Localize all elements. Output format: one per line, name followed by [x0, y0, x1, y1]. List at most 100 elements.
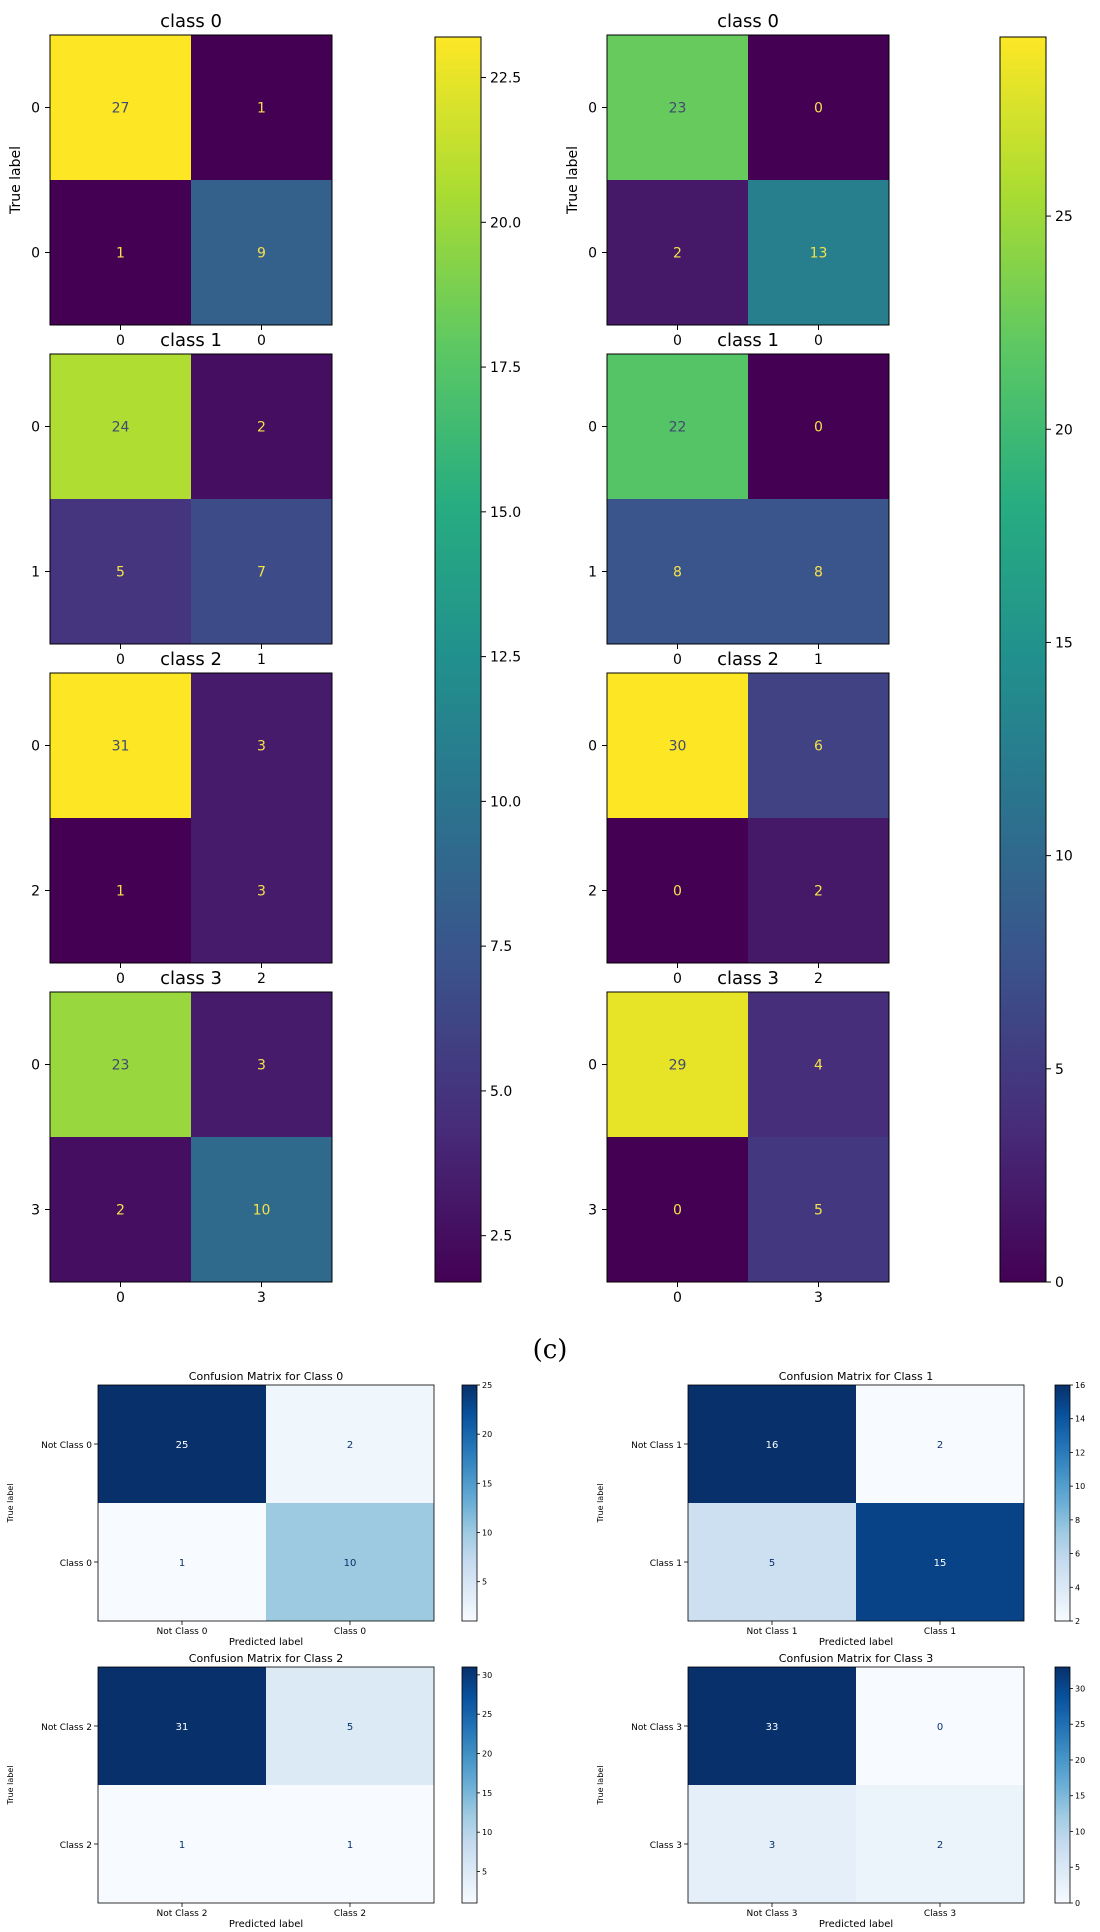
b-m0-value-r1c0: 2 — [673, 246, 682, 262]
c-m1-value-r1c1: 15 — [934, 1558, 947, 1569]
c-m1-cell-r0c1 — [856, 1385, 1024, 1503]
b-m1-frame — [606, 353, 890, 645]
a-m3-xtick-label-1: 3 — [257, 1290, 266, 1306]
a-colorbar-label-3: 15.0 — [490, 505, 521, 521]
c-m3-frame — [687, 1666, 1025, 1904]
a-m1-cell-r1c1 — [191, 499, 332, 644]
a-m3-value-r0c1: 3 — [257, 1058, 266, 1074]
b-colorbar — [999, 36, 1047, 1283]
b-colorbar-label-5: 0 — [1055, 1275, 1064, 1291]
c-m1-colorbar-label-2: 12 — [1075, 1448, 1085, 1457]
a-m0-ytick-label-0: 0 — [31, 101, 40, 117]
a-m1-xtick-label-0: 0 — [116, 652, 125, 668]
c-m3-cell-r1c1 — [856, 1785, 1024, 1903]
c-m3-ytick-label-1: Class 3 — [650, 1841, 682, 1851]
b-colorbar-label-3: 10 — [1055, 849, 1073, 865]
b-m2-cell-r1c1 — [748, 818, 889, 963]
a-m0-ytick-label-1: 0 — [31, 246, 40, 262]
b-m2-cell-r0c0 — [607, 673, 748, 818]
b-m1-value-r1c1: 8 — [814, 565, 823, 581]
a-m3-ytick-label-1: 3 — [31, 1203, 40, 1219]
b-m0-value-r0c1: 0 — [814, 101, 823, 117]
b-m2-ytick-label-1: 2 — [588, 884, 597, 900]
a-m2-ytick-label-1: 2 — [31, 884, 40, 900]
c-m1-cell-r0c0 — [688, 1385, 856, 1503]
a-colorbar-label-0: 22.5 — [490, 71, 521, 87]
b-m1-ytick-label-0: 0 — [588, 420, 597, 436]
b-m3-value-r0c0: 29 — [669, 1058, 687, 1074]
b-m1-ytick-label-1: 1 — [588, 565, 597, 581]
a-colorbar-label-7: 5.0 — [490, 1084, 512, 1100]
c-m2-frame — [97, 1666, 435, 1904]
c-m1-ytick-label-0: Not Class 1 — [631, 1441, 682, 1451]
c-m0-ytick-label-0: Not Class 0 — [41, 1441, 92, 1451]
c-m2-cell-r1c1 — [266, 1785, 434, 1903]
c-m2-cell-r1c0 — [98, 1785, 266, 1903]
b-m1-value-r0c1: 0 — [814, 420, 823, 436]
b-m0-xtick-label-1: 0 — [814, 333, 823, 349]
a-m2-value-r1c0: 1 — [116, 884, 125, 900]
b-m1-cell-r1c0 — [607, 499, 748, 644]
b-m3-ytick-label-0: 0 — [588, 1058, 597, 1074]
c-m1-ylabel: True label — [596, 1484, 605, 1524]
b-m3-xtick-label-0: 0 — [673, 1290, 682, 1306]
c-m2-value-r0c0: 31 — [176, 1722, 189, 1733]
c-m2-xtick-label-0: Not Class 2 — [157, 1909, 208, 1919]
c-m2-colorbar-label-2: 20 — [482, 1750, 492, 1759]
a-m1-ytick-label-0: 0 — [31, 420, 40, 436]
b-m0-cell-r1c0 — [607, 180, 748, 325]
b-m3-cell-r1c1 — [748, 1137, 889, 1282]
b-m3-cell-r0c1 — [748, 992, 889, 1137]
c-m3-xtick-label-1: Class 3 — [924, 1909, 956, 1919]
b-m0-value-r1c1: 13 — [810, 246, 828, 262]
c-m2-value-r1c1: 1 — [347, 1840, 353, 1851]
c-m3-ytick-label-0: Not Class 3 — [631, 1723, 682, 1733]
c-m3-colorbar-label-4: 10 — [1075, 1827, 1085, 1836]
c-m3-value-r0c1: 0 — [937, 1722, 943, 1733]
b-m1-value-r1c0: 8 — [673, 565, 682, 581]
c-m0-colorbar-label-4: 5 — [482, 1578, 487, 1587]
c-m3-colorbar-label-6: 0 — [1075, 1899, 1080, 1908]
a-m3-title: class 3 — [160, 968, 222, 989]
a-colorbar-label-5: 10.0 — [490, 794, 521, 810]
a-m2-ytick-label-0: 0 — [31, 739, 40, 755]
c-m2-value-r1c0: 1 — [179, 1840, 185, 1851]
a-m3-ytick-label-0: 0 — [31, 1058, 40, 1074]
b-m2-value-r1c1: 2 — [814, 884, 823, 900]
c-m3-xtick-label-0: Not Class 3 — [747, 1909, 798, 1919]
b-m0-xtick-label-0: 0 — [673, 333, 682, 349]
c-m0-cell-r1c0 — [98, 1503, 266, 1621]
a-m2-frame — [49, 672, 333, 964]
c-m3-ylabel: True label — [596, 1766, 605, 1806]
c-m3-colorbar-label-1: 25 — [1075, 1720, 1085, 1729]
b-m3-title: class 3 — [717, 968, 779, 989]
c-m3-value-r0c0: 33 — [766, 1722, 779, 1733]
c-m1-cell-r1c0 — [688, 1503, 856, 1621]
c-m1-colorbar-label-7: 2 — [1075, 1617, 1080, 1626]
c-m1-colorbar-label-6: 4 — [1075, 1583, 1080, 1592]
a-m3-cell-r1c1 — [191, 1137, 332, 1282]
c-m0-xtick-label-0: Not Class 0 — [157, 1627, 208, 1637]
a-m1-ytick-label-1: 1 — [31, 565, 40, 581]
c-m0-colorbar — [461, 1384, 478, 1622]
a-m3-frame — [49, 991, 333, 1283]
c-m3-colorbar — [1054, 1666, 1071, 1904]
c-m1-colorbar-label-5: 6 — [1075, 1550, 1080, 1559]
a-m0-xtick-label-0: 0 — [116, 333, 125, 349]
c-m3-colorbar-label-2: 20 — [1075, 1756, 1085, 1765]
b-m3-value-r0c1: 4 — [814, 1058, 823, 1074]
c-m1-value-r0c0: 16 — [766, 1440, 779, 1451]
c-m3-cell-r1c0 — [688, 1785, 856, 1903]
b-m0-value-r0c0: 23 — [669, 101, 687, 117]
c-m3-colorbar-label-0: 30 — [1075, 1684, 1085, 1693]
c-m0-colorbar-label-2: 15 — [482, 1479, 492, 1488]
b-m0-cell-r1c1 — [748, 180, 889, 325]
c-m0-ylabel: True label — [6, 1484, 15, 1524]
b-m3-value-r1c0: 0 — [673, 1203, 682, 1219]
b-colorbar-label-2: 15 — [1055, 635, 1073, 651]
a-m0-value-r0c0: 27 — [112, 101, 130, 117]
a-colorbar — [434, 36, 482, 1283]
c-m1-colorbar-label-0: 16 — [1075, 1381, 1085, 1390]
a-m0-xtick-label-1: 0 — [257, 333, 266, 349]
